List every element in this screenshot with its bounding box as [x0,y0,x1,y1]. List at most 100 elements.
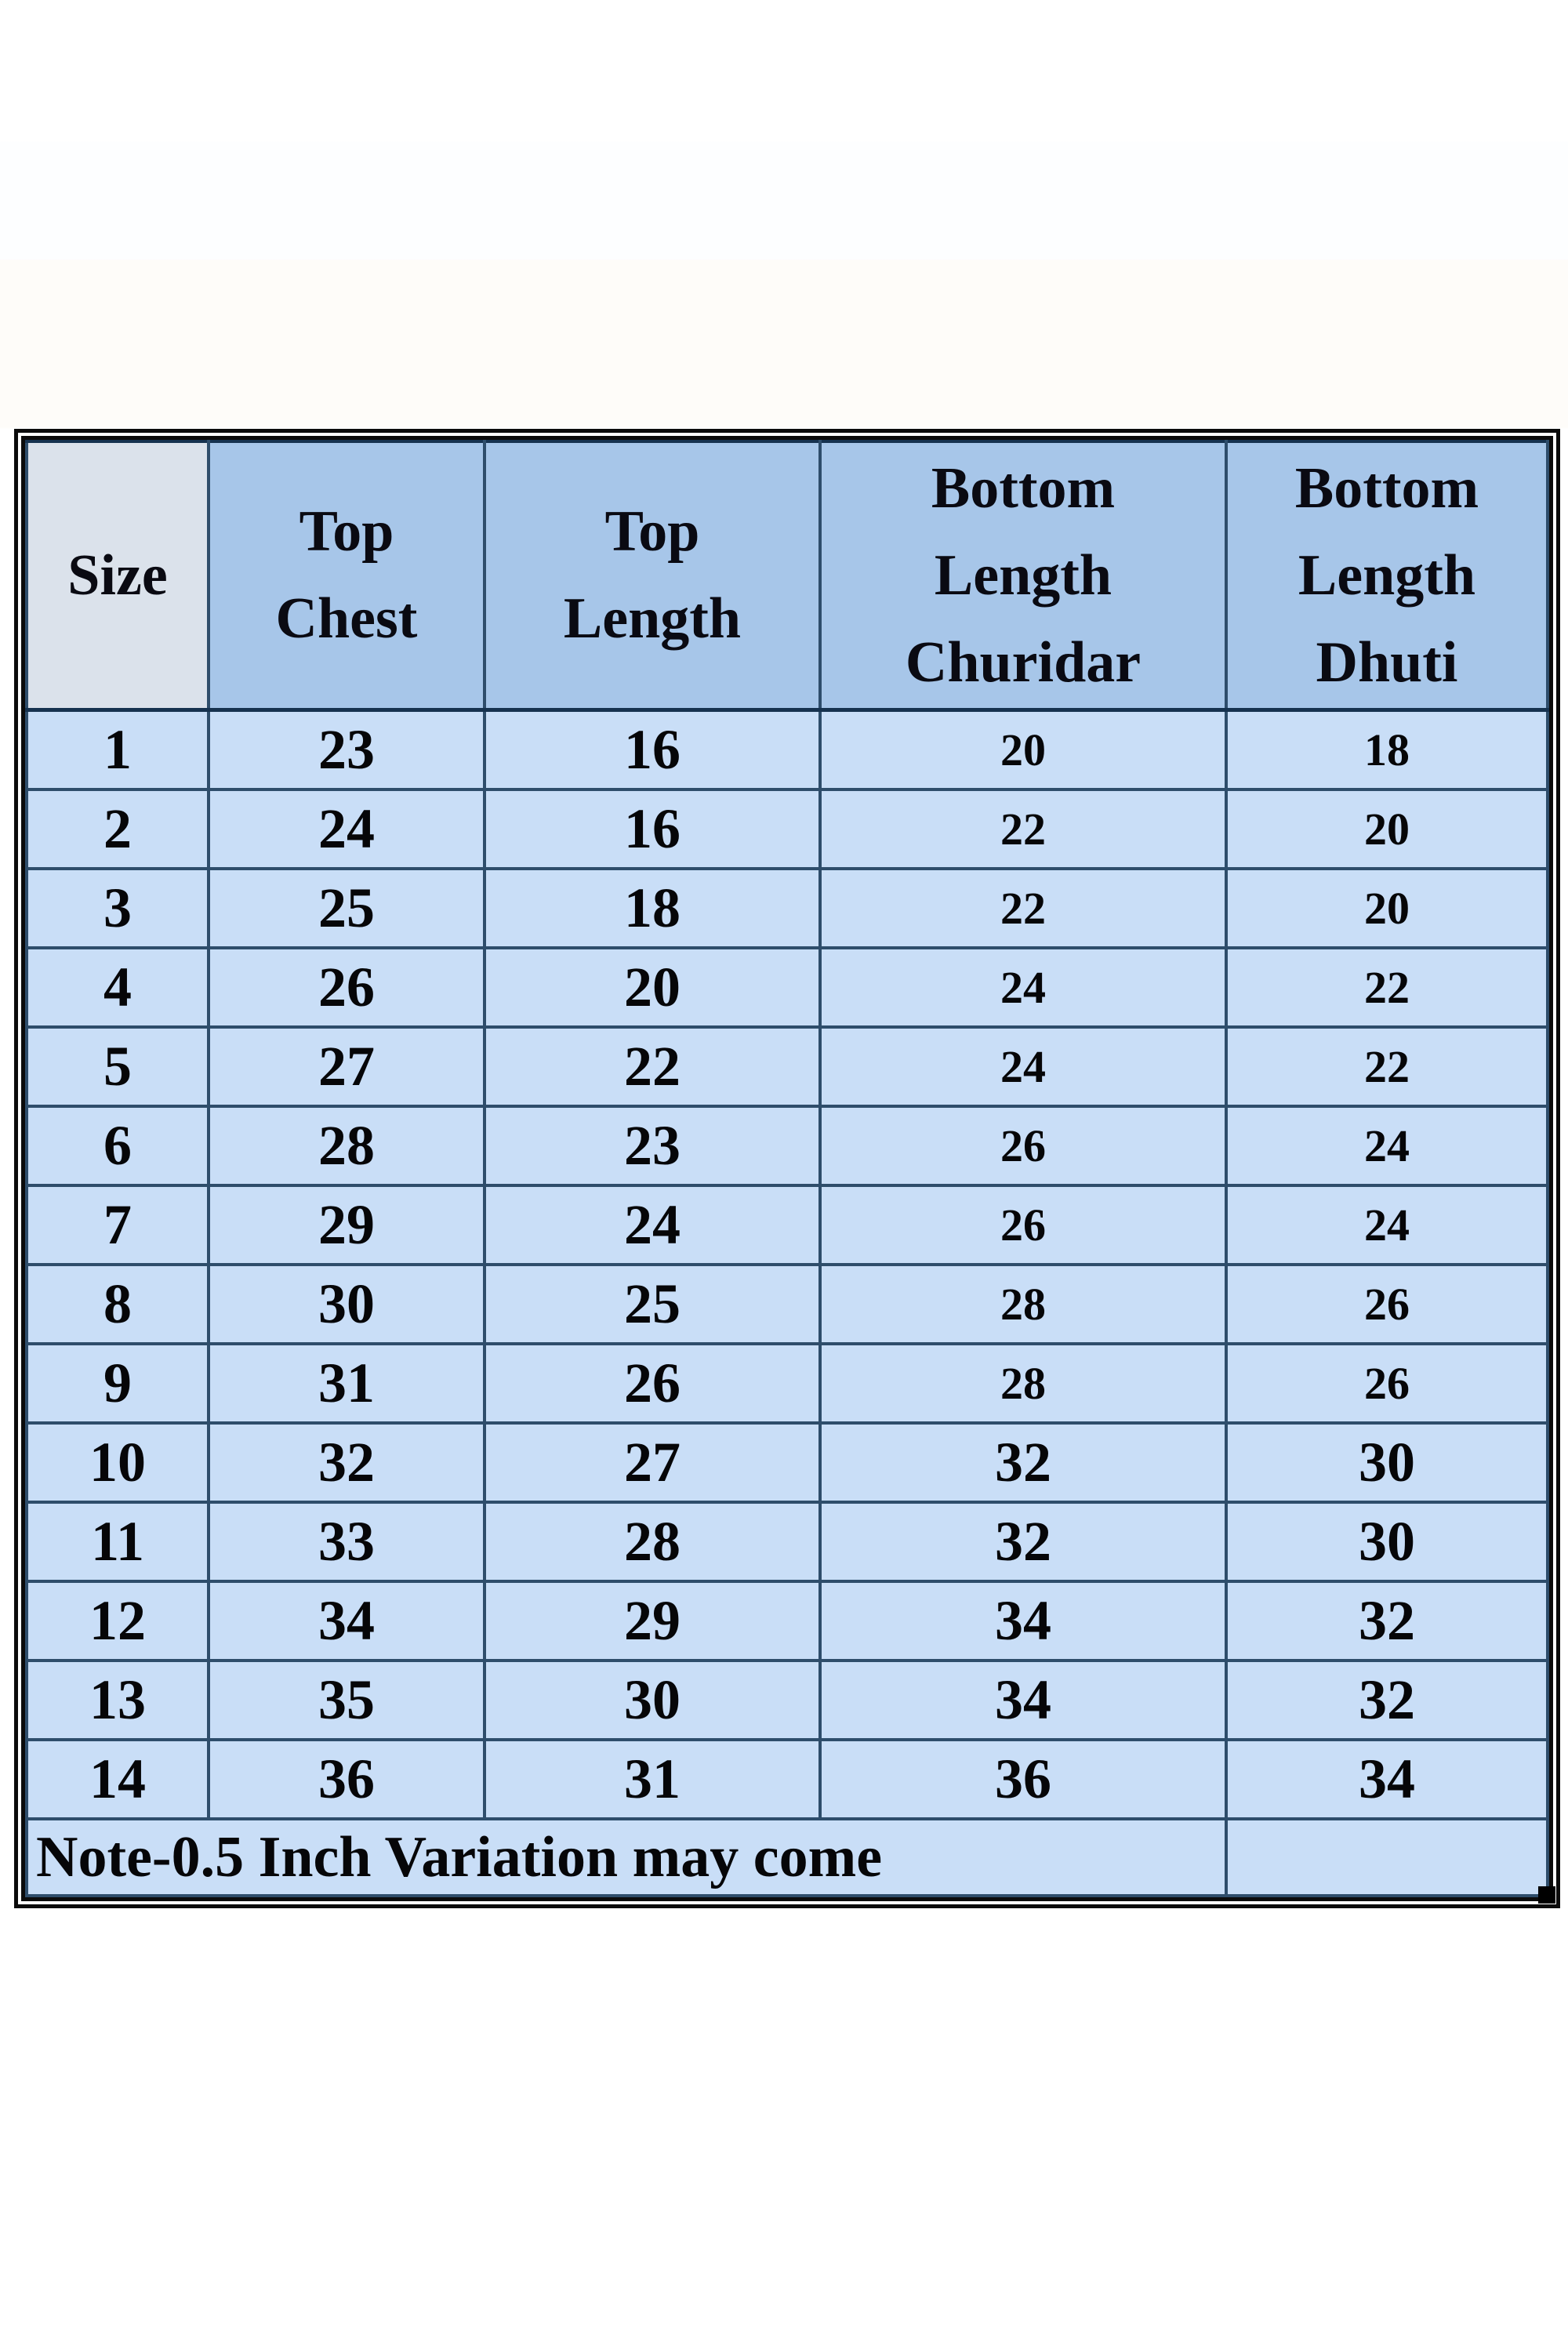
table-row: 4 26 20 24 22 [25,946,1549,1029]
note-empty-cell [1225,1817,1549,1897]
size-cell: 6 [25,1105,210,1187]
value-cell: 34 [818,1580,1228,1662]
value-cell: 32 [818,1501,1228,1583]
value-cell: 23 [207,708,486,791]
note-row: Note-0.5 Inch Variation may come [25,1817,1549,1897]
size-cell: 8 [25,1263,210,1345]
value-cell: 20 [1225,867,1549,949]
value-cell: 20 [818,708,1228,791]
column-header-size: Size [25,440,210,712]
size-cell: 11 [25,1501,210,1583]
value-cell: 31 [483,1738,822,1820]
value-cell: 26 [818,1184,1228,1266]
table-row: 1 23 16 20 18 [25,708,1549,791]
table-row: 6 28 23 26 24 [25,1105,1549,1187]
size-table-footer: Note-0.5 Inch Variation may come [25,1817,1549,1897]
column-header-bottom-length-churidar: Bottom Length Churidar [818,440,1228,712]
value-cell: 33 [207,1501,486,1583]
value-cell: 24 [1225,1105,1549,1187]
corner-mark [1538,1886,1555,1904]
note-cell: Note-0.5 Inch Variation may come [25,1817,1228,1897]
size-cell: 4 [25,946,210,1029]
size-cell: 7 [25,1184,210,1266]
value-cell: 22 [1225,946,1549,1029]
value-cell: 26 [1225,1342,1549,1425]
size-cell: 14 [25,1738,210,1820]
value-cell: 22 [483,1025,822,1108]
value-cell: 26 [207,946,486,1029]
value-cell: 32 [207,1421,486,1504]
value-cell: 28 [207,1105,486,1187]
value-cell: 30 [1225,1501,1549,1583]
column-header-top-length: Top Length [483,440,822,712]
value-cell: 16 [483,708,822,791]
value-cell: 32 [1225,1659,1549,1741]
value-cell: 25 [483,1263,822,1345]
size-cell: 1 [25,708,210,791]
table-row: 11 33 28 32 30 [25,1501,1549,1583]
size-table-header: Size Top Chest Top Length Bottom Length … [25,440,1549,712]
size-table: Size Top Chest Top Length Bottom Length … [25,440,1549,1897]
size-cell: 5 [25,1025,210,1108]
table-row: 3 25 18 22 20 [25,867,1549,949]
value-cell: 16 [483,788,822,870]
value-cell: 26 [483,1342,822,1425]
size-cell: 9 [25,1342,210,1425]
value-cell: 22 [818,867,1228,949]
column-header-top-chest: Top Chest [207,440,486,712]
value-cell: 30 [483,1659,822,1741]
table-row: 7 29 24 26 24 [25,1184,1549,1266]
value-cell: 30 [1225,1421,1549,1504]
value-cell: 24 [818,946,1228,1029]
value-cell: 35 [207,1659,486,1741]
value-cell: 27 [483,1421,822,1504]
value-cell: 22 [818,788,1228,870]
value-cell: 32 [1225,1580,1549,1662]
value-cell: 22 [1225,1025,1549,1108]
value-cell: 34 [207,1580,486,1662]
value-cell: 34 [818,1659,1228,1741]
value-cell: 24 [483,1184,822,1266]
table-row: 2 24 16 22 20 [25,788,1549,870]
value-cell: 28 [818,1263,1228,1345]
size-cell: 13 [25,1659,210,1741]
value-cell: 31 [207,1342,486,1425]
value-cell: 23 [483,1105,822,1187]
value-cell: 25 [207,867,486,949]
size-cell: 3 [25,867,210,949]
value-cell: 36 [207,1738,486,1820]
value-cell: 36 [818,1738,1228,1820]
value-cell: 27 [207,1025,486,1108]
size-table-body: 1 23 16 20 18 2 24 16 22 20 3 25 18 22 20 4 26 20 24 22 5 27 2… [25,708,1549,1820]
table-row: 5 27 22 24 22 [25,1025,1549,1108]
table-row: 9 31 26 28 26 [25,1342,1549,1425]
size-cell: 10 [25,1421,210,1504]
header-row: Size Top Chest Top Length Bottom Length … [25,440,1549,712]
value-cell: 20 [483,946,822,1029]
value-cell: 28 [818,1342,1228,1425]
value-cell: 26 [818,1105,1228,1187]
column-header-bottom-length-dhuti: Bottom Length Dhuti [1225,440,1549,712]
size-cell: 12 [25,1580,210,1662]
table-row: 12 34 29 34 32 [25,1580,1549,1662]
table-row: 13 35 30 34 32 [25,1659,1549,1741]
table-row: 8 30 25 28 26 [25,1263,1549,1345]
value-cell: 29 [207,1184,486,1266]
table-row: 14 36 31 36 34 [25,1738,1549,1820]
value-cell: 30 [207,1263,486,1345]
value-cell: 18 [483,867,822,949]
value-cell: 26 [1225,1263,1549,1345]
value-cell: 28 [483,1501,822,1583]
size-cell: 2 [25,788,210,870]
value-cell: 29 [483,1580,822,1662]
value-cell: 34 [1225,1738,1549,1820]
size-chart-table: Size Top Chest Top Length Bottom Length … [14,429,1560,1908]
table-row: 10 32 27 32 30 [25,1421,1549,1504]
value-cell: 24 [207,788,486,870]
value-cell: 20 [1225,788,1549,870]
value-cell: 24 [1225,1184,1549,1266]
value-cell: 24 [818,1025,1228,1108]
value-cell: 18 [1225,708,1549,791]
value-cell: 32 [818,1421,1228,1504]
